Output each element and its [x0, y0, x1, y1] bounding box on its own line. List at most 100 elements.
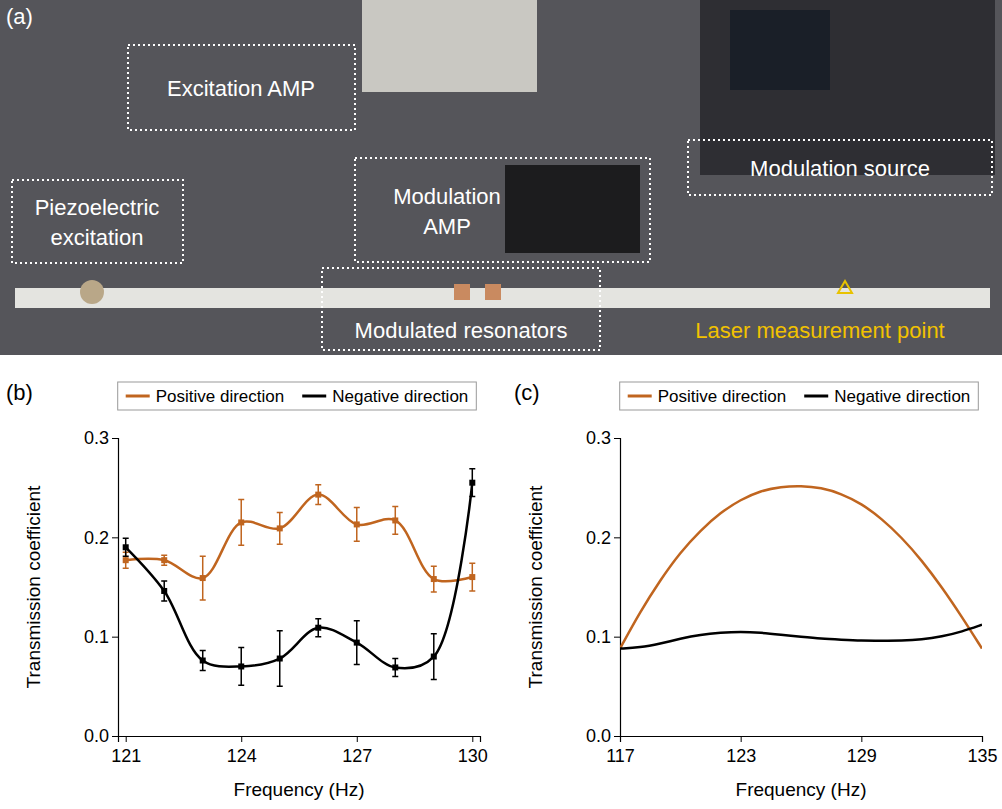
marker — [315, 625, 321, 631]
tick: 0.0 — [586, 726, 620, 746]
oscilloscope-screen — [730, 10, 830, 90]
panel-letter: (b) — [6, 380, 33, 405]
tick-mark — [614, 537, 620, 538]
tick-label: 0.3 — [84, 428, 109, 448]
marker — [277, 525, 283, 531]
marker — [238, 663, 244, 669]
marker — [431, 576, 437, 582]
panel-letter: (a) — [6, 4, 33, 29]
error-bar — [354, 508, 360, 542]
legend-label: Positive direction — [658, 387, 787, 406]
marker — [354, 521, 360, 527]
marker — [469, 574, 475, 580]
label-box — [688, 140, 992, 195]
error-bar — [315, 619, 321, 637]
tick-mark — [472, 736, 473, 742]
legend-swatch — [302, 395, 326, 398]
axis-line — [119, 737, 481, 743]
series-line — [620, 486, 982, 648]
tick-label: 0.1 — [84, 627, 109, 647]
tick: 130 — [458, 736, 488, 766]
tick-mark — [112, 736, 118, 737]
figure: Excitation AMPModulation sourcePiezoelec… — [0, 0, 1002, 809]
error-bar — [392, 507, 398, 535]
chart: 1171231291350.00.10.20.3Frequency (Hz)Tr… — [514, 380, 998, 800]
legend: Positive direction Negative direction — [118, 382, 477, 410]
tick: 0.1 — [84, 627, 118, 647]
x-axis-title: Frequency (Hz) — [736, 779, 867, 800]
tick: 129 — [847, 736, 877, 766]
tick-mark — [861, 736, 862, 742]
photo-background — [0, 0, 1002, 355]
marker — [315, 492, 321, 498]
tick-mark — [112, 438, 118, 439]
y-axis-title: Transmission coefficient — [23, 485, 44, 688]
tick-label: 0.0 — [84, 726, 109, 746]
tick-label: 121 — [111, 746, 141, 766]
marker — [200, 575, 206, 581]
tick: 135 — [967, 736, 997, 766]
error-bar — [431, 566, 437, 592]
tick-mark — [982, 736, 983, 742]
tick-label: 0.1 — [586, 627, 611, 647]
tick: 0.3 — [586, 428, 620, 448]
photo-label: ModulationAMP — [393, 184, 501, 239]
marker — [392, 517, 398, 523]
marker — [123, 557, 129, 563]
marker — [161, 588, 167, 594]
laser-point-marker — [838, 281, 852, 293]
tick-label: 0.2 — [84, 528, 109, 548]
marker — [392, 664, 398, 670]
error-bar — [315, 485, 321, 505]
label-box — [322, 268, 600, 350]
error-bar — [161, 555, 167, 565]
y-axis: 0.0 0.1 0.2 0.3 — [586, 428, 621, 746]
tick-label: 117 — [606, 746, 635, 766]
photo-label: Piezoelectricexcitation — [35, 195, 160, 250]
tick-label: 0.0 — [586, 726, 611, 746]
tick-mark — [112, 637, 118, 638]
resonator — [485, 284, 501, 300]
legend: Positive direction Negative direction — [620, 382, 979, 410]
error-bar — [392, 659, 398, 677]
tick: 127 — [342, 736, 372, 766]
error-bar — [123, 538, 129, 556]
y-axis: 0.0 0.1 0.2 0.3 — [84, 428, 119, 746]
panel-letter: (c) — [514, 380, 540, 405]
tick: 0.2 — [586, 528, 620, 548]
tick-label: 124 — [227, 746, 257, 766]
legend-label: Negative direction — [834, 387, 970, 406]
label-box — [12, 180, 183, 263]
marker — [431, 654, 437, 660]
tick-mark — [614, 438, 620, 439]
marker — [123, 544, 129, 550]
error-bar — [277, 631, 283, 687]
legend-label: Positive direction — [156, 387, 285, 406]
marker — [238, 519, 244, 525]
tick-mark — [741, 736, 742, 742]
tick: 0.3 — [84, 428, 118, 448]
legend-label: Negative direction — [332, 387, 468, 406]
chart: 121 124 127 130 0.0 0.1 0.2 0.3 Frequency (Hz) Tr… — [6, 380, 488, 800]
axis-line — [112, 439, 119, 737]
tick-mark — [241, 736, 242, 742]
x-axis: 117123129135 — [606, 736, 997, 766]
tick: 0.1 — [586, 627, 620, 647]
error-bar — [200, 556, 206, 600]
tick-mark — [126, 736, 127, 742]
x-axis-title: Frequency (Hz) — [234, 779, 365, 800]
series-line — [126, 495, 473, 582]
photo-label: Excitation AMP — [167, 76, 315, 101]
modulation-amp-device — [505, 165, 640, 253]
photo-label: Modulated resonators — [355, 318, 568, 343]
axis-line — [621, 737, 983, 743]
legend-box — [118, 382, 477, 410]
piezo-disc — [80, 280, 104, 304]
tick-label: 135 — [967, 746, 997, 766]
legend-box — [620, 382, 979, 410]
error-bar — [238, 648, 244, 686]
tick-mark — [112, 537, 118, 538]
excitation-amp-device — [362, 0, 537, 92]
marker — [277, 656, 283, 662]
resonator — [454, 284, 470, 300]
